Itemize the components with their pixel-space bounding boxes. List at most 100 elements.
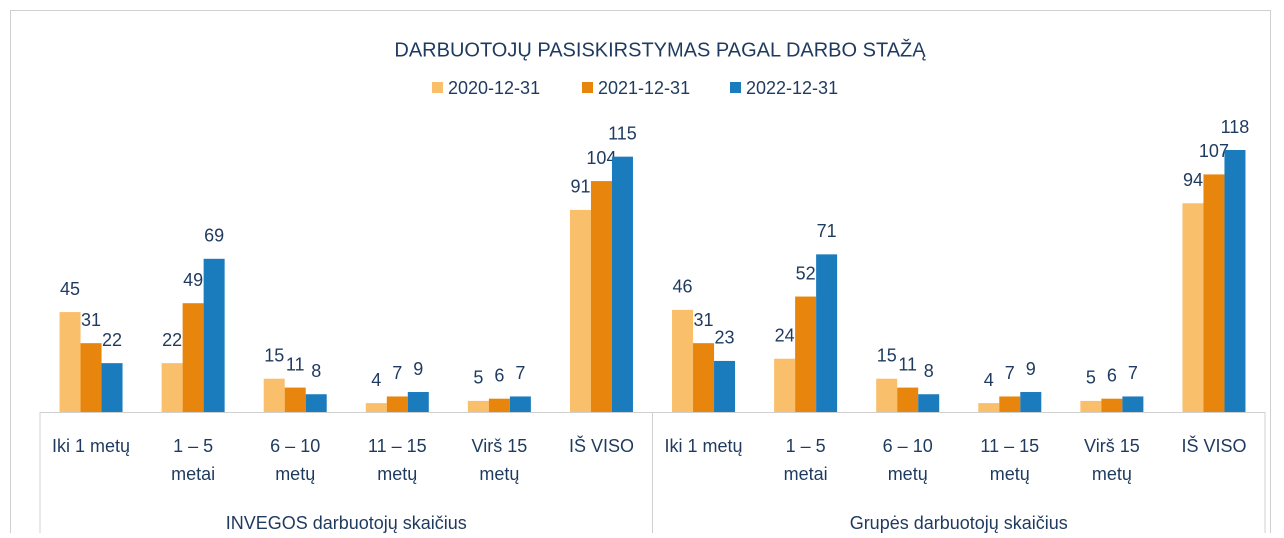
bar [1182, 203, 1204, 412]
bar [569, 209, 591, 412]
bar [488, 398, 510, 412]
value-label: 22 [102, 330, 122, 350]
x-tick-label: 1 – 5 [786, 436, 826, 456]
bar [284, 387, 306, 412]
x-tick-label: IŠ VISO [569, 435, 634, 456]
value-label: 94 [1183, 170, 1203, 190]
bar [999, 396, 1021, 412]
bar [509, 396, 531, 412]
value-label: 6 [494, 365, 504, 385]
value-label: 8 [924, 361, 934, 381]
chart-frame [10, 10, 1271, 538]
value-label: 15 [877, 345, 897, 365]
x-tick-label: metų [888, 464, 928, 484]
bar [897, 387, 919, 412]
value-label: 107 [1199, 141, 1229, 161]
group-label: Grupės darbuotojų skaičius [850, 513, 1068, 533]
bar [918, 394, 940, 412]
x-tick-label: 6 – 10 [270, 436, 320, 456]
legend-swatch [582, 82, 593, 93]
value-label: 6 [1107, 365, 1117, 385]
legend-swatch [432, 82, 443, 93]
bar [467, 400, 489, 412]
bar [80, 343, 102, 412]
value-label: 69 [204, 226, 224, 246]
bar [714, 360, 736, 412]
value-label: 104 [586, 148, 616, 168]
value-label: 11 [286, 354, 305, 374]
x-tick-label: IŠ VISO [1181, 435, 1246, 456]
bar [672, 309, 694, 412]
bar [1020, 392, 1042, 412]
group-label: INVEGOS darbuotojų skaičius [226, 513, 467, 533]
value-label: 71 [817, 221, 837, 241]
x-tick-label: metų [1092, 464, 1132, 484]
bar [693, 343, 715, 412]
value-label: 91 [570, 177, 590, 197]
bar [305, 394, 327, 412]
x-tick-label: Iki 1 metų [665, 436, 743, 456]
x-tick-label: 6 – 10 [883, 436, 933, 456]
x-tick-label: Virš 15 [472, 436, 528, 456]
value-label: 7 [1128, 363, 1138, 383]
x-tick-label: 11 – 15 [368, 436, 427, 456]
bar [407, 392, 429, 412]
bar [182, 303, 204, 412]
value-label: 8 [311, 361, 321, 381]
value-label: 4 [984, 370, 994, 390]
bar [816, 254, 838, 412]
value-label: 31 [81, 310, 101, 330]
bar [1122, 396, 1144, 412]
bar [978, 403, 1000, 412]
bar [101, 363, 123, 412]
value-label: 4 [371, 370, 381, 390]
legend-label: 2022-12-31 [746, 78, 838, 98]
bar [1224, 150, 1246, 412]
x-tick-label: Virš 15 [1084, 436, 1140, 456]
x-tick-label: metai [171, 464, 215, 484]
bar [263, 378, 285, 412]
x-tick-label: metų [990, 464, 1030, 484]
bar [161, 363, 183, 412]
value-label: 24 [775, 325, 795, 345]
legend-label: 2020-12-31 [448, 78, 540, 98]
value-label: 9 [1026, 359, 1036, 379]
x-tick-label: metų [275, 464, 315, 484]
value-label: 7 [392, 363, 402, 383]
bar [386, 396, 408, 412]
value-label: 9 [413, 359, 423, 379]
value-label: 7 [515, 363, 525, 383]
value-label: 52 [796, 263, 816, 283]
x-tick-label: metų [377, 464, 417, 484]
bar [365, 403, 387, 412]
bar [1203, 174, 1225, 412]
value-label: 23 [715, 328, 735, 348]
value-label: 5 [1086, 368, 1096, 388]
legend-label: 2021-12-31 [598, 78, 690, 98]
bar [795, 296, 817, 412]
value-label: 15 [264, 345, 284, 365]
x-tick-label: 1 – 5 [173, 436, 213, 456]
x-tick-label: metai [784, 464, 828, 484]
value-label: 118 [1221, 117, 1250, 137]
bar [876, 378, 898, 412]
bar [1101, 398, 1123, 412]
x-tick-label: metų [479, 464, 519, 484]
bar [203, 258, 225, 412]
bar [1080, 400, 1102, 412]
value-label: 49 [183, 270, 203, 290]
legend-swatch [730, 82, 741, 93]
value-label: 45 [60, 279, 80, 299]
value-label: 11 [898, 354, 917, 374]
bar [774, 358, 796, 412]
value-label: 5 [473, 368, 483, 388]
bar [59, 312, 81, 412]
value-label: 31 [694, 310, 714, 330]
bar [611, 156, 633, 412]
value-label: 46 [673, 277, 693, 297]
value-label: 115 [608, 123, 637, 143]
x-tick-label: 11 – 15 [980, 436, 1039, 456]
bar [590, 181, 612, 412]
